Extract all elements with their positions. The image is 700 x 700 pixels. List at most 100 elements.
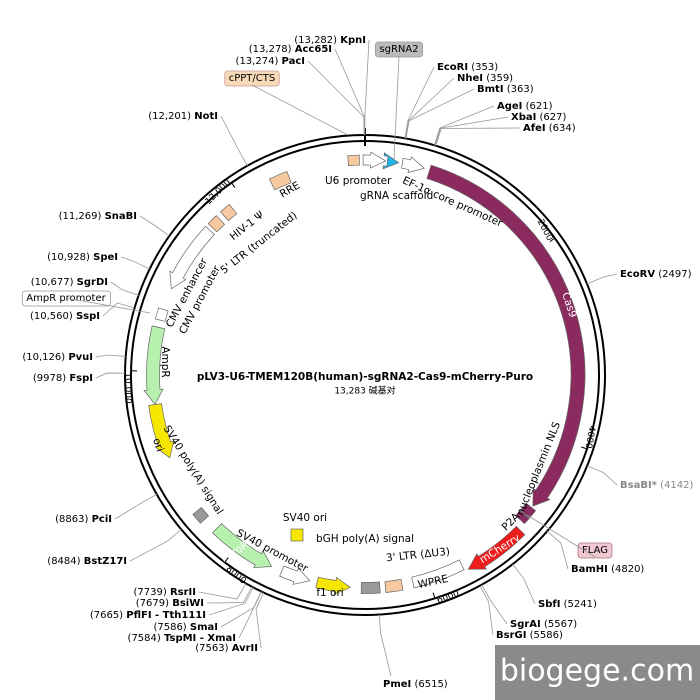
enzyme-label: (10,560) SspI — [30, 311, 100, 322]
enzyme-label: BmtI (363) — [477, 84, 534, 95]
enzyme-name: BamHI — [571, 564, 608, 575]
enzyme-line — [102, 302, 135, 317]
ltr5-shape — [207, 215, 226, 233]
watermark: biogege.com — [500, 654, 694, 689]
enzyme-line — [364, 39, 370, 136]
enzyme-label: SgrAI (5567) — [510, 619, 577, 630]
enzyme-name: BsaBI* — [620, 480, 658, 491]
feature-label: SV40 poly(A) signal — [161, 423, 226, 516]
enzyme-line — [405, 77, 455, 139]
map-title: pLV3-U6-TMEM120B(human)-sgRNA2-Cas9-mChe… — [197, 371, 533, 383]
boxed-label: sgRNA2 — [379, 44, 418, 55]
enzyme-label: AfeI (634) — [523, 123, 576, 134]
enzyme-label: (10,677) SgrDI — [31, 277, 108, 288]
enzyme-label: BsaBI* (4142) — [620, 480, 693, 491]
enzyme-line — [586, 465, 618, 486]
enzyme-name: TspMI - XmaI — [164, 633, 236, 644]
enzyme-position: (5567) — [544, 619, 577, 630]
feature-label: SV40 ori — [283, 512, 327, 524]
enzyme-name: FspI — [69, 373, 93, 384]
enzyme-position: (11,269) — [59, 211, 102, 222]
enzyme-position: (10,126) — [22, 352, 65, 363]
enzyme-position: (5241) — [564, 599, 597, 610]
enzyme-line — [114, 493, 157, 520]
enzyme-position: (13,274) — [236, 56, 279, 67]
enzyme-name: SgrAI — [510, 619, 541, 630]
map-size: 13,283 碱基对 — [334, 385, 395, 397]
enzyme-position: (7584) — [128, 633, 161, 644]
enzyme-line — [435, 127, 521, 146]
sv40-ori-shape — [290, 528, 304, 542]
enzyme-line — [129, 529, 182, 562]
enzyme-label: (9978) FspI — [33, 373, 93, 384]
enzyme-label: SbfI (5241) — [538, 599, 597, 610]
enzyme-position: (4142) — [660, 480, 693, 491]
enzyme-name: PmeI — [383, 679, 411, 690]
enzyme-position: (7563) — [195, 643, 228, 654]
enzyme-name: PacI — [282, 56, 305, 67]
watermark-bg — [495, 645, 700, 700]
enzyme-line — [479, 585, 494, 636]
enzyme-name: EcoRV — [620, 269, 655, 280]
enzyme-name: SbfI — [538, 599, 560, 610]
scale-tick — [581, 446, 588, 450]
enzyme-line — [139, 215, 170, 237]
cmv-shape — [169, 225, 215, 290]
enzyme-label: EcoRV (2497) — [620, 269, 692, 280]
enzyme-position: (12,201) — [148, 111, 191, 122]
scale-tick — [224, 557, 229, 563]
enzyme-label: PmeI (6515) — [383, 679, 448, 690]
enzyme-position: (8484) — [47, 556, 80, 567]
boxed-label: AmpR promoter — [26, 293, 106, 304]
enzyme-position: (9978) — [33, 373, 66, 384]
enzyme-label: BsrGI (5586) — [496, 630, 563, 641]
ef1a-shape — [401, 156, 425, 174]
enzyme-position: (7679) — [136, 598, 169, 609]
enzyme-line — [95, 354, 126, 358]
scaffold-shape — [382, 152, 400, 170]
feature-label: 3' LTR (ΔU3) — [385, 546, 450, 565]
enzyme-label: (11,269) SnaBI — [59, 211, 137, 222]
enzyme-position: (5586) — [530, 630, 563, 641]
feature-label: bGH poly(A) signal — [316, 533, 414, 545]
ampr-shape — [143, 325, 166, 406]
enzyme-name: PvuI — [68, 352, 93, 363]
enzyme-line — [238, 591, 262, 639]
sv40polya-shape — [148, 403, 175, 459]
enzyme-name: EcoRI — [437, 62, 468, 73]
enzyme-name: BsiWI — [172, 598, 204, 609]
enzyme-name: SgrDI — [77, 277, 108, 288]
enzyme-label: (10,928) SpeI — [47, 252, 118, 263]
enzyme-line — [206, 586, 253, 604]
enzyme-label: (7563) AvrII — [195, 643, 258, 654]
label-leader — [65, 297, 151, 314]
enzyme-line — [378, 614, 392, 677]
scale-tick — [231, 182, 236, 189]
scale-tick — [432, 592, 436, 599]
nls-shape — [519, 502, 537, 519]
feature-label: ori — [150, 437, 166, 454]
enzyme-position: (10,677) — [31, 277, 74, 288]
p2a-shape — [515, 510, 530, 525]
enzyme-position: (7665) — [90, 610, 123, 621]
enzyme-name: Acc65I — [295, 44, 332, 55]
enzyme-line — [404, 66, 435, 139]
enzyme-label: NheI (359) — [457, 73, 513, 84]
enzyme-line — [120, 256, 150, 270]
enzyme-position: (621) — [526, 101, 553, 112]
enzyme-label: (10,126) PvuI — [22, 352, 93, 363]
sv40prom-shape — [279, 565, 311, 585]
enzyme-label: (8863) PciI — [55, 514, 112, 525]
feature-label: gRNA scaffold — [360, 190, 433, 202]
enzyme-position: (627) — [540, 112, 567, 123]
enzyme-label: XbaI (627) — [511, 112, 567, 123]
enzyme-label: BamHI (4820) — [571, 564, 644, 575]
enzyme-position: (353) — [471, 62, 498, 73]
rre-shape — [268, 171, 292, 191]
enzyme-name: AfeI — [523, 123, 546, 134]
enzyme-position: (7586) — [153, 622, 186, 633]
enzyme-position: (10,560) — [30, 311, 73, 322]
enzyme-position: (13,278) — [249, 44, 292, 55]
boxed-label: cPPT/CTS — [229, 73, 275, 84]
